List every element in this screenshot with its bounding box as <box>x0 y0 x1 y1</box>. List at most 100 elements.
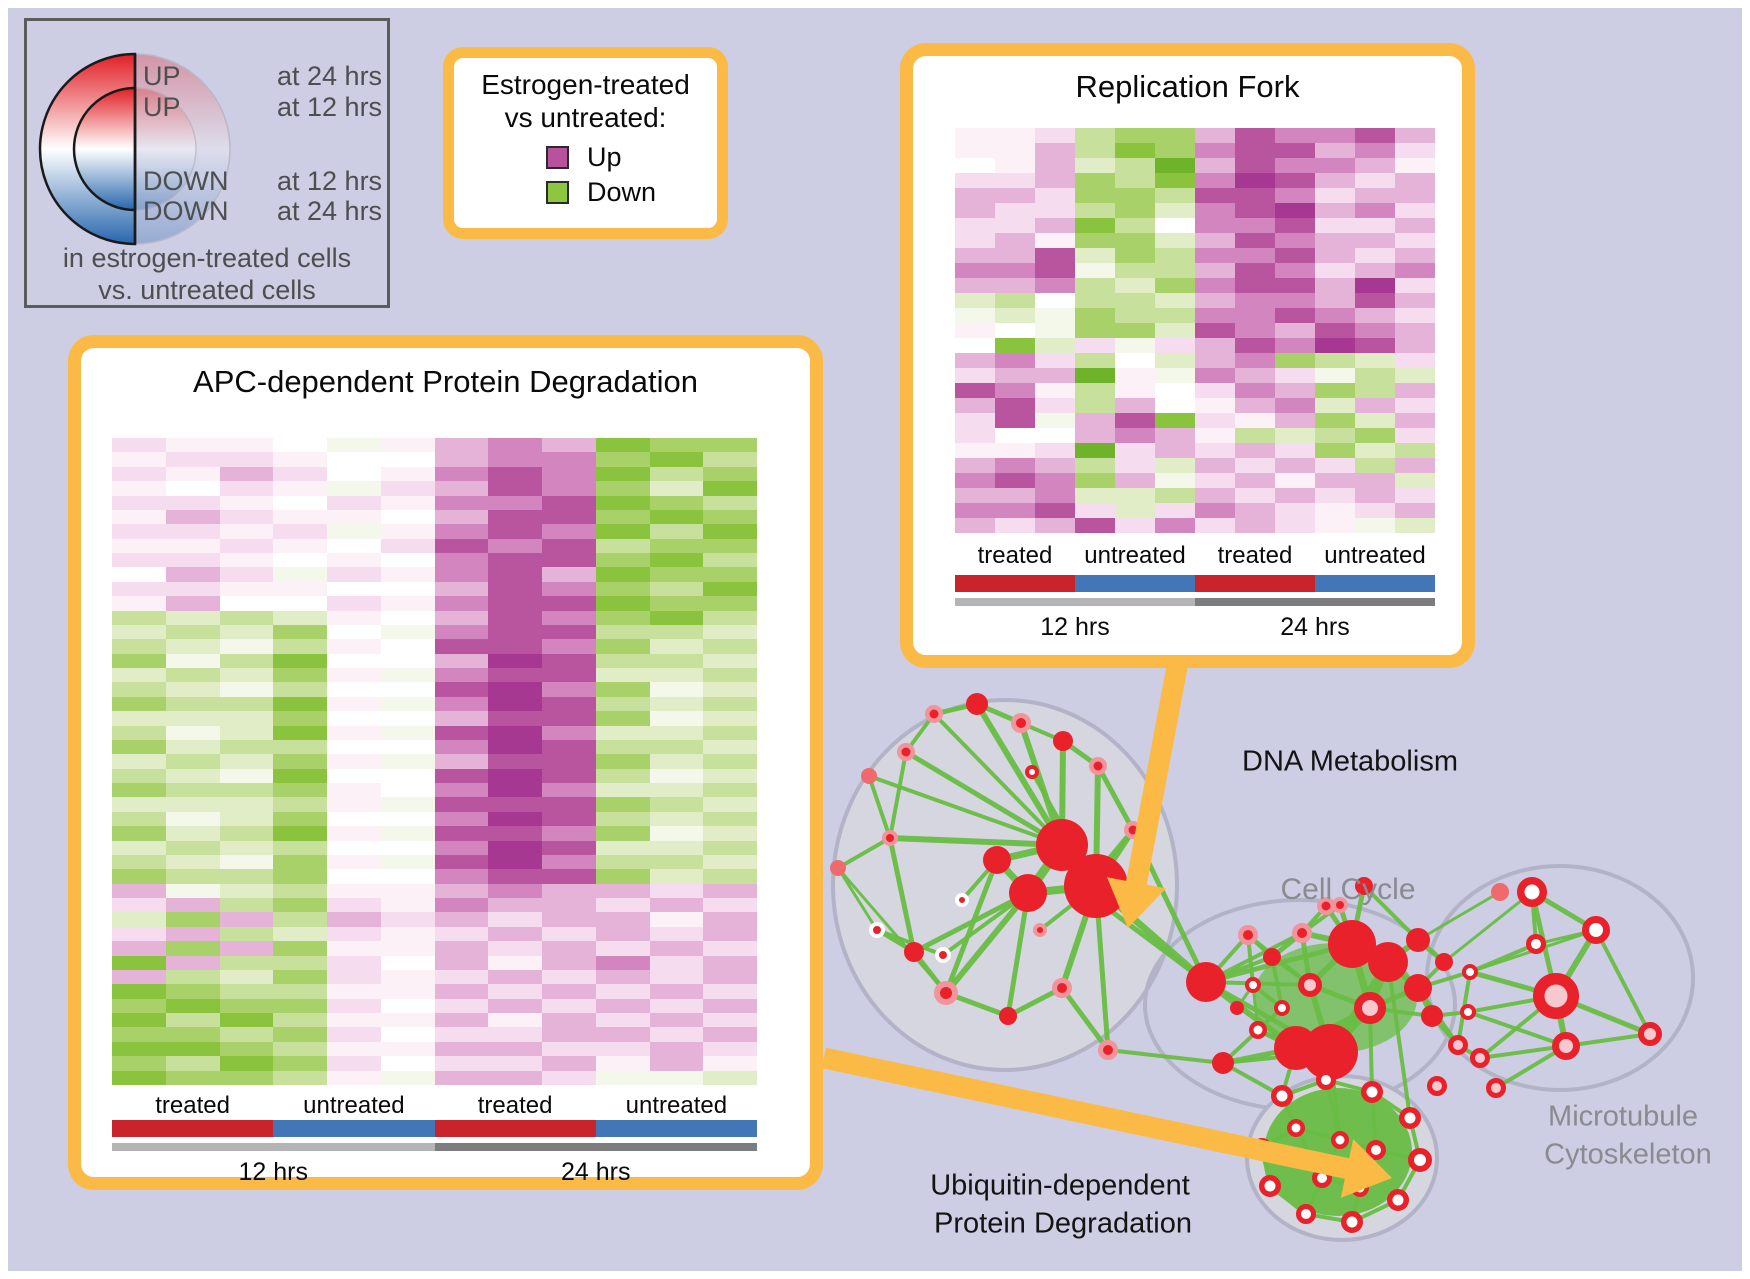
heatmap-cell <box>542 1027 596 1042</box>
heatmap-cell <box>1035 203 1075 218</box>
heatmap-cell <box>488 438 542 453</box>
heatmap-cell <box>1235 338 1275 353</box>
heatmap-cell <box>165 898 220 913</box>
network-node <box>1366 1140 1386 1160</box>
heatmap-cell <box>1075 413 1115 428</box>
time-label-24hrs: 24 hrs <box>1280 613 1350 641</box>
heatmap-cell <box>380 495 435 510</box>
heatmap-cell <box>703 438 757 453</box>
heatmap-cell <box>1355 353 1395 368</box>
heatmap-cell <box>1315 263 1355 278</box>
heatmap-cell <box>165 926 220 942</box>
heatmap-cell <box>542 883 596 899</box>
heatmap-cell <box>1235 128 1275 143</box>
inner-ring-solid-half <box>72 86 137 212</box>
heatmap-cell <box>995 278 1035 293</box>
heatmap-cell <box>1395 128 1435 143</box>
heatmap-cell <box>380 481 435 496</box>
heatmap-cell <box>1395 278 1435 293</box>
heatmap-cell <box>1155 323 1195 338</box>
heatmap-cell <box>165 1041 220 1057</box>
rf-group-labels: treated untreated treated untreated <box>955 542 1435 570</box>
bar-24hrs <box>434 1143 757 1151</box>
heatmap-cell <box>1315 353 1355 368</box>
heatmap-cell <box>1115 338 1155 353</box>
heatmap-cell <box>595 495 650 510</box>
heatmap-cell <box>1355 233 1395 248</box>
heatmap-cell <box>1355 248 1395 263</box>
heatmap-cell <box>273 524 327 539</box>
heatmap-cell <box>1395 293 1435 308</box>
ubiquitin-label-line1: Ubiquitin-dependent <box>930 1169 1190 1202</box>
heatmap-cell <box>1355 503 1395 518</box>
heatmap-cell <box>1395 428 1435 443</box>
heatmap-cell <box>595 538 650 554</box>
heatmap-cell <box>434 538 489 554</box>
heatmap-cell <box>955 143 995 158</box>
rf-time-bars <box>955 598 1435 606</box>
heatmap-cell <box>1275 353 1315 368</box>
heatmap-cell <box>1315 248 1355 263</box>
heatmap-cell <box>995 443 1035 458</box>
direction-label: DOWN <box>143 196 229 226</box>
network-node <box>1052 978 1072 998</box>
network-node <box>1089 757 1107 775</box>
heatmap-cell <box>1115 173 1155 188</box>
rf-condition-bars <box>955 575 1435 592</box>
network-edge <box>836 866 879 932</box>
network-node <box>861 768 877 784</box>
heatmap-cell <box>380 682 435 697</box>
heatmap-cell <box>488 653 542 669</box>
heatmap-cell <box>1355 458 1395 473</box>
heatmap-cell <box>703 984 757 999</box>
heatmap-cell <box>1035 428 1075 443</box>
heatmap-cell <box>1275 368 1315 383</box>
heatmap-cell <box>380 567 435 582</box>
heatmap-cell <box>595 969 650 985</box>
heatmap-cell <box>1115 233 1155 248</box>
network-node <box>882 830 898 846</box>
heatmap-cell <box>327 596 381 611</box>
time-label-12hrs: 12 hrs <box>238 1158 308 1186</box>
heatmap-cell <box>542 869 596 884</box>
untreated-bar <box>1315 575 1435 592</box>
heatmap-cell <box>380 696 435 712</box>
heatmap-cell <box>995 488 1035 503</box>
heatmap-cell <box>995 383 1035 398</box>
heatmap-cell <box>1195 263 1235 278</box>
heatmap-cell <box>1115 248 1155 263</box>
heatmap-cell <box>995 323 1035 338</box>
heatmap-cell <box>380 1013 435 1028</box>
up-color-swatch <box>546 146 569 169</box>
heatmap-cell <box>995 203 1035 218</box>
heatmap-cell <box>1235 473 1275 488</box>
heatmap-cell <box>649 696 704 712</box>
heatmap-cell <box>1395 443 1435 458</box>
microtubule-label-line1: Microtubule <box>1548 1100 1698 1133</box>
heatmap-cell <box>165 754 220 769</box>
heatmap-cell <box>542 481 596 496</box>
heatmap-cell <box>649 624 704 640</box>
heatmap-cell <box>488 682 542 697</box>
heatmap-cell <box>703 495 757 510</box>
heatmap-cell <box>434 596 489 611</box>
heatmap-cell <box>649 941 704 956</box>
heatmap-cell <box>703 581 757 597</box>
heatmap-cell <box>1355 158 1395 173</box>
heatmap-cell <box>1275 503 1315 518</box>
heatmap-cell <box>1075 128 1115 143</box>
heatmap-cell <box>1275 188 1315 203</box>
heatmap-cell <box>488 998 542 1014</box>
heatmap-cell <box>273 768 327 784</box>
heatmap-cell <box>1275 173 1315 188</box>
heatmap-cell <box>595 696 650 712</box>
heatmap-cell <box>1355 308 1395 323</box>
network-node <box>1249 1021 1267 1039</box>
heatmap-cell <box>703 969 757 985</box>
network-node <box>1053 731 1073 751</box>
heatmap-cell <box>165 596 220 611</box>
treated-bar <box>955 575 1075 592</box>
heatmap-cell <box>165 653 220 669</box>
heatmap-cell <box>703 553 757 568</box>
